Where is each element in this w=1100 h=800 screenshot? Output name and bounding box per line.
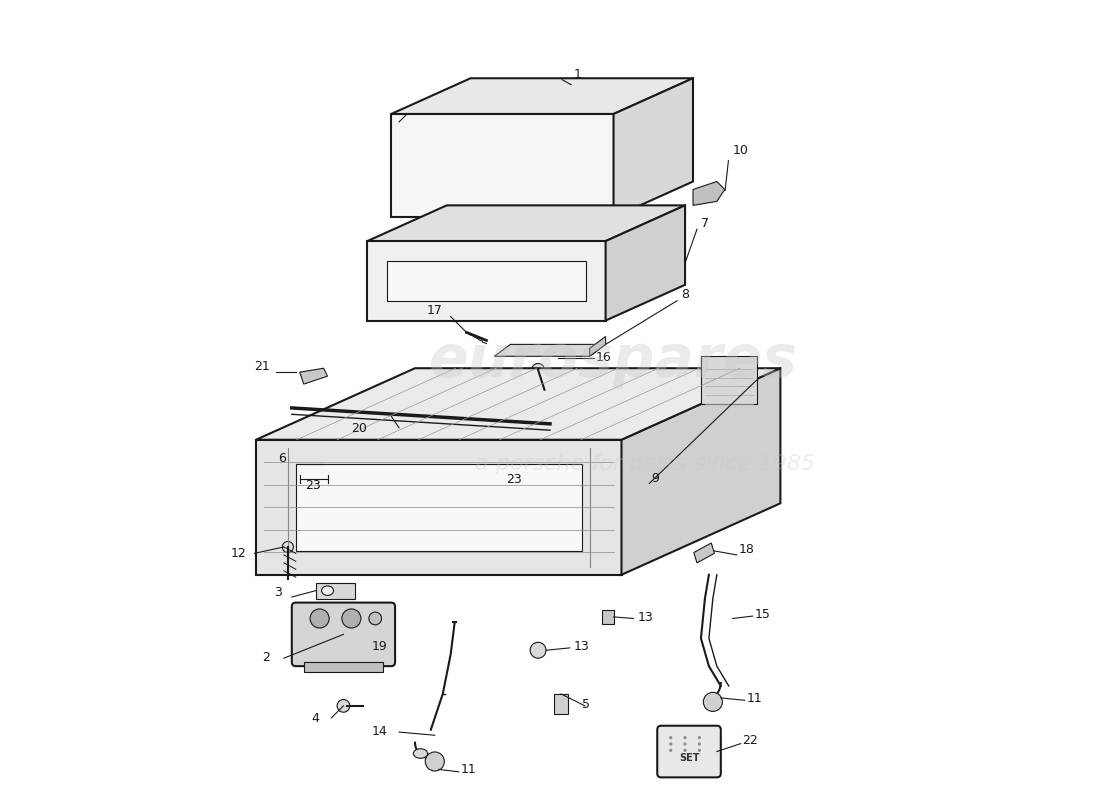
Text: 8: 8: [681, 288, 689, 302]
Polygon shape: [621, 368, 780, 574]
Polygon shape: [554, 694, 569, 714]
Circle shape: [683, 749, 686, 752]
Circle shape: [697, 742, 701, 746]
Polygon shape: [694, 543, 715, 563]
Polygon shape: [256, 368, 780, 440]
Polygon shape: [606, 206, 685, 321]
Polygon shape: [367, 206, 685, 241]
Text: 1: 1: [574, 68, 582, 82]
Polygon shape: [367, 241, 606, 321]
Text: 14: 14: [372, 726, 387, 738]
Polygon shape: [590, 337, 606, 356]
Text: 13: 13: [637, 611, 653, 624]
Circle shape: [426, 752, 444, 771]
Text: 21: 21: [254, 360, 271, 373]
Circle shape: [530, 642, 546, 658]
Polygon shape: [316, 582, 355, 598]
Text: 17: 17: [427, 304, 442, 317]
Text: 10: 10: [733, 144, 749, 157]
Circle shape: [683, 742, 686, 746]
Text: 15: 15: [755, 608, 771, 621]
Polygon shape: [296, 463, 582, 551]
Polygon shape: [256, 440, 622, 574]
Circle shape: [368, 612, 382, 625]
Ellipse shape: [414, 749, 428, 758]
Text: 3: 3: [274, 586, 283, 599]
Polygon shape: [392, 78, 693, 114]
FancyBboxPatch shape: [292, 602, 395, 666]
Text: eurospares: eurospares: [429, 332, 799, 389]
Text: 2: 2: [263, 650, 271, 663]
Circle shape: [703, 692, 723, 711]
Text: 11: 11: [747, 692, 762, 705]
Polygon shape: [494, 344, 606, 356]
Text: 9: 9: [651, 472, 660, 485]
Text: 13: 13: [574, 640, 590, 654]
Text: 19: 19: [372, 640, 387, 654]
Circle shape: [669, 749, 672, 752]
Circle shape: [669, 736, 672, 739]
Text: 4: 4: [311, 712, 320, 725]
Circle shape: [337, 699, 350, 712]
Polygon shape: [387, 261, 586, 301]
Text: SET: SET: [679, 753, 700, 763]
Text: 12: 12: [231, 546, 246, 559]
Circle shape: [697, 736, 701, 739]
Text: 11: 11: [461, 763, 476, 776]
Text: 20: 20: [351, 422, 367, 434]
Polygon shape: [693, 182, 725, 206]
Polygon shape: [392, 114, 614, 218]
Circle shape: [283, 542, 294, 553]
Circle shape: [310, 609, 329, 628]
Text: 18: 18: [739, 542, 755, 555]
Polygon shape: [602, 610, 614, 624]
Circle shape: [697, 749, 701, 752]
Text: 7: 7: [701, 217, 708, 230]
Text: 16: 16: [595, 351, 610, 364]
Circle shape: [342, 609, 361, 628]
Circle shape: [531, 363, 544, 376]
Polygon shape: [304, 662, 383, 672]
Polygon shape: [614, 78, 693, 218]
Circle shape: [669, 742, 672, 746]
Text: 5: 5: [582, 698, 590, 711]
Ellipse shape: [321, 586, 333, 595]
Circle shape: [683, 736, 686, 739]
Text: 22: 22: [742, 734, 758, 746]
Text: 23: 23: [306, 479, 321, 492]
FancyBboxPatch shape: [658, 726, 720, 778]
Text: a porsche for parts since 1985: a porsche for parts since 1985: [475, 454, 815, 474]
Polygon shape: [701, 356, 757, 404]
Polygon shape: [300, 368, 328, 384]
Text: 6: 6: [278, 452, 286, 465]
Text: 23: 23: [506, 474, 522, 486]
